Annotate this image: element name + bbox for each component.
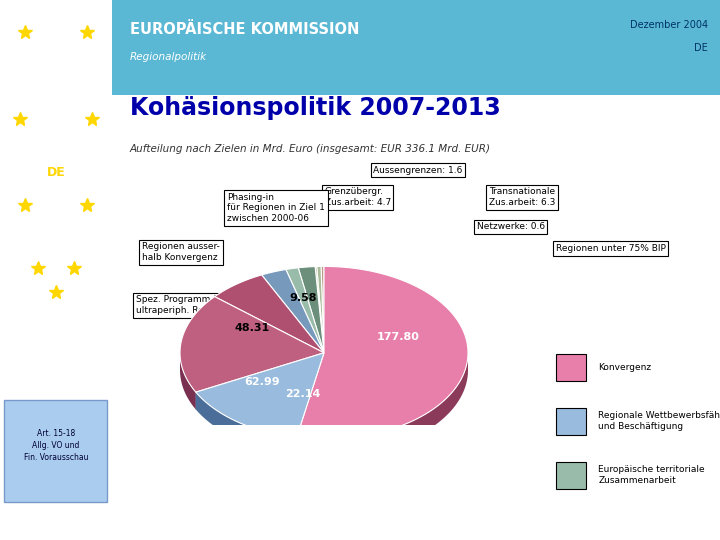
Text: Konvergenz: Konvergenz: [598, 363, 652, 372]
Polygon shape: [297, 353, 468, 456]
Polygon shape: [298, 267, 324, 353]
Polygon shape: [261, 269, 324, 353]
Polygon shape: [180, 353, 196, 409]
Text: 177.80: 177.80: [377, 332, 420, 341]
Polygon shape: [297, 266, 468, 439]
Polygon shape: [196, 353, 324, 409]
Polygon shape: [297, 353, 324, 455]
FancyBboxPatch shape: [4, 400, 107, 502]
Text: 62.99: 62.99: [244, 377, 279, 387]
Polygon shape: [215, 275, 324, 353]
Text: DE: DE: [46, 166, 66, 179]
Polygon shape: [321, 266, 324, 353]
Polygon shape: [196, 353, 324, 409]
Text: Regionale Wettbewerbsfähigkeit
und Beschäftigung: Regionale Wettbewerbsfähigkeit und Besch…: [598, 411, 720, 431]
Text: Art. 15-18
Allg. VO und
Fin. Vorausschau: Art. 15-18 Allg. VO und Fin. Vorausschau: [24, 429, 88, 462]
Bar: [556, 354, 586, 381]
Text: Dezember 2004: Dezember 2004: [630, 21, 708, 30]
Polygon shape: [297, 353, 324, 455]
Text: Kohäsionspolitik 2007-2013: Kohäsionspolitik 2007-2013: [130, 96, 500, 120]
Polygon shape: [180, 296, 324, 392]
Polygon shape: [196, 392, 297, 455]
Text: Regionen ausser-
halb Konvergenz: Regionen ausser- halb Konvergenz: [142, 242, 220, 262]
Text: Netzwerke: 0.6: Netzwerke: 0.6: [477, 222, 545, 231]
Bar: [556, 462, 586, 489]
Text: Grenzübergr.
Zus.arbeit: 4.7: Grenzübergr. Zus.arbeit: 4.7: [325, 187, 391, 207]
Bar: [112, 0, 720, 94]
Text: DE: DE: [694, 43, 708, 52]
Polygon shape: [315, 267, 324, 353]
Text: Statistisch betroffene Regionen: Statistisch betroffene Regionen: [264, 384, 407, 393]
Text: Regionen unter 75% BIP: Regionen unter 75% BIP: [556, 244, 665, 253]
Text: Verordnungen: Verordnungen: [0, 254, 71, 264]
Polygon shape: [286, 268, 324, 353]
Text: 9.58: 9.58: [289, 293, 317, 303]
Text: Aufteilung nach Zielen in Mrd. Euro (insgesamt: EUR 336.1 Mrd. EUR): Aufteilung nach Zielen in Mrd. Euro (ins…: [130, 144, 491, 153]
Polygon shape: [317, 266, 324, 353]
Text: 48.31: 48.31: [234, 323, 269, 333]
Text: Europäische territoriale
Zusammenarbeit: Europäische territoriale Zusammenarbeit: [598, 465, 705, 485]
Text: Regionalpolitik: Regionalpolitik: [130, 52, 207, 62]
Text: Transnationale
Zus.arbeit: 6.3: Transnationale Zus.arbeit: 6.3: [489, 187, 555, 207]
Bar: [556, 408, 586, 435]
Text: Kohäsionsfonds: Kohäsionsfonds: [215, 342, 285, 351]
Polygon shape: [196, 353, 324, 437]
Text: EUROPÄISCHE KOMMISSION: EUROPÄISCHE KOMMISSION: [130, 22, 359, 37]
Text: Spez. Programm für
ultraperiph. Regionen: 1.1: Spez. Programm für ultraperiph. Regionen…: [136, 295, 255, 315]
Text: 7: 7: [51, 517, 60, 531]
Text: 22.14: 22.14: [285, 389, 320, 399]
Text: Aussengrenzen: 1.6: Aussengrenzen: 1.6: [373, 166, 462, 174]
Text: Phasing-in
für Regionen in Ziel 1
zwischen 2000-06: Phasing-in für Regionen in Ziel 1 zwisch…: [228, 193, 325, 223]
